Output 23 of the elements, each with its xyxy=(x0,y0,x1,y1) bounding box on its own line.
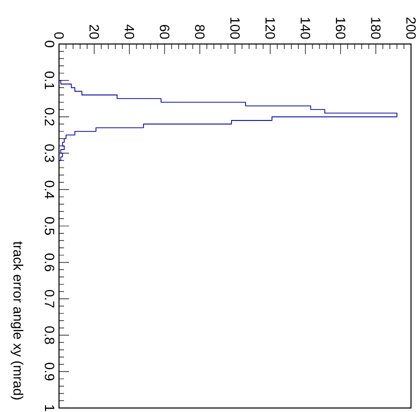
y-tick-label: 0.1 xyxy=(44,72,54,90)
y-tick-label: 0.3 xyxy=(44,144,54,162)
x-tick-label: 80 xyxy=(195,24,205,39)
y-tick-label: 0 xyxy=(44,40,54,48)
x-tick-label: 140 xyxy=(300,18,310,39)
y-axis-title: track error angle xy (mrad) xyxy=(10,241,24,400)
y-tick-label: 0.2 xyxy=(44,108,54,126)
x-tick-label: 100 xyxy=(230,18,240,39)
x-tick-label: 40 xyxy=(124,24,134,39)
x-tick-label: 120 xyxy=(265,18,275,39)
x-tick-label: 200 xyxy=(406,17,416,39)
y-tick-label: 0.5 xyxy=(44,217,54,235)
x-tick-label: 160 xyxy=(336,18,346,39)
y-tick-label: 0.4 xyxy=(44,180,54,199)
x-tick-label: 180 xyxy=(371,18,381,39)
y-tick-label: 0.6 xyxy=(44,254,54,272)
x-tick-label: 60 xyxy=(160,24,170,39)
y-tick-label: 0.9 xyxy=(44,362,54,380)
y-tick-label: 0.7 xyxy=(44,290,54,308)
x-tick-label: 20 xyxy=(89,24,99,39)
y-tick-label: 0.8 xyxy=(44,326,54,344)
x-tick-label: 0 xyxy=(54,32,64,39)
y-tick-label: 1 xyxy=(45,405,54,412)
